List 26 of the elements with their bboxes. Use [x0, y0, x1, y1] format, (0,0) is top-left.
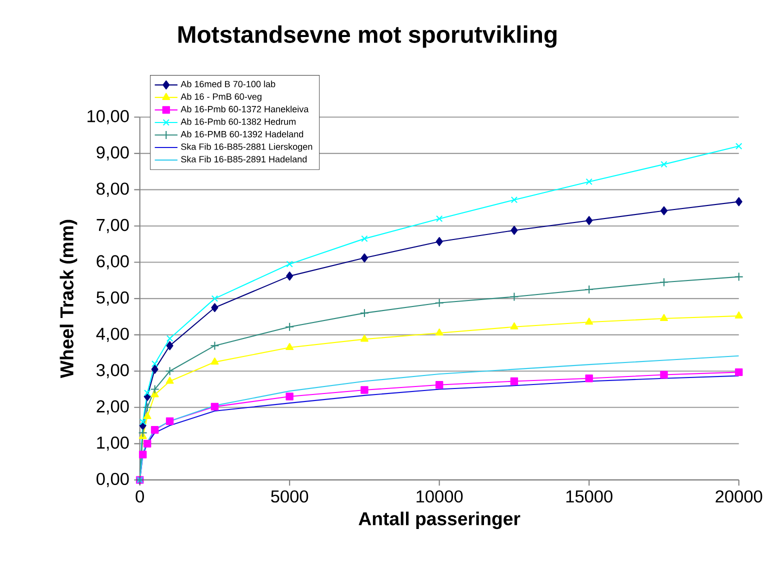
y-tick-label: 2,00: [96, 400, 129, 415]
y-tick-label: 3,00: [96, 364, 129, 378]
legend-label: Ska Fib 16-B85-2891 Hadeland: [181, 156, 307, 163]
y-axis-title: Wheel Track (mm): [60, 220, 78, 378]
y-tick-label: 8,00: [96, 182, 129, 197]
x-tick-label: 0: [136, 490, 144, 503]
y-tick-label: 0,00: [96, 472, 129, 488]
legend-label: Ab 16-Pmb 60-1382 Hedrum: [180, 118, 296, 125]
x-tick-label: 20000: [716, 490, 762, 503]
legend-label: Ab 16-Pmb 60-1372 Hanekleiva: [180, 106, 309, 112]
x-axis-title: Antall passeringer: [358, 512, 520, 530]
y-tick-label: 4,00: [96, 328, 129, 342]
y-tick-label: 10,00: [88, 110, 129, 124]
y-tick-label: 9,00: [96, 146, 129, 161]
y-tick-label: 1,00: [97, 436, 129, 451]
y-tick-label: 6,00: [96, 255, 129, 270]
legend-label: Ska Fib 16-B85-2881 Lierskogen: [181, 143, 312, 152]
x-tick-label: 10000: [416, 490, 463, 503]
x-tick-label: 5000: [271, 490, 308, 503]
y-tick-label: 5,00: [96, 292, 129, 306]
y-tick-label: 7,00: [96, 218, 129, 234]
legend-label: Ab 16med B 70-100 lab: [180, 80, 276, 88]
x-tick-label: 15000: [566, 490, 612, 503]
chart-title: Motstandsevne mot sporutvikling: [178, 26, 556, 48]
legend-label: Ab 16 - PmB 60-veg: [180, 93, 262, 102]
legend-label: Ab 16-PMB 60-1392 Hadeland: [180, 130, 304, 138]
